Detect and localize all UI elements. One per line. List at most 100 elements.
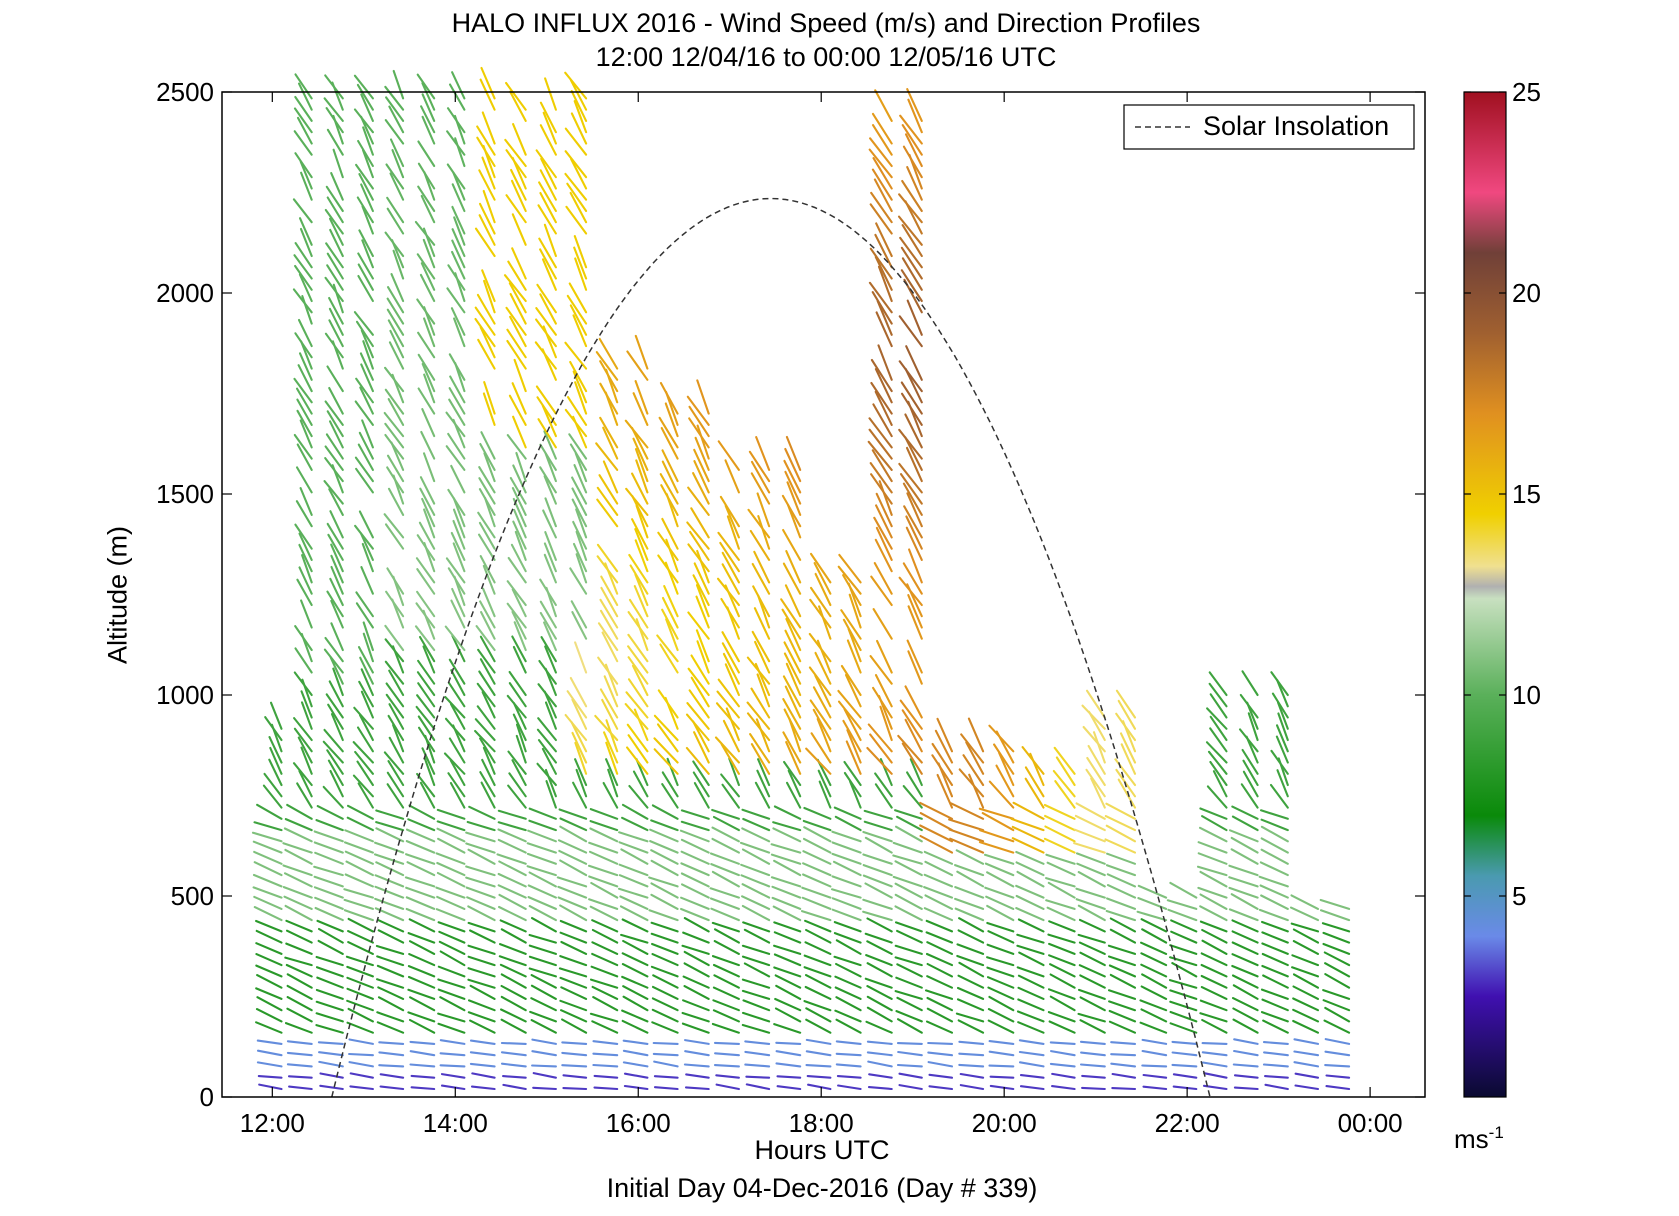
wind-barb	[362, 621, 374, 652]
wind-barb	[683, 950, 710, 967]
wind-barb	[500, 928, 527, 944]
wind-barb	[785, 741, 802, 775]
wind-barb	[834, 1009, 862, 1023]
wind-barb	[808, 632, 832, 663]
wind-barb	[448, 398, 466, 426]
wind-barb	[599, 688, 619, 719]
wind-barb	[714, 736, 740, 764]
wind-barb	[621, 975, 649, 989]
wind-barb	[866, 985, 893, 1000]
wind-barb	[384, 388, 405, 415]
wind-barb	[414, 220, 436, 246]
wind-barb	[596, 543, 619, 573]
wind-barb	[1047, 881, 1076, 899]
wind-barb	[756, 492, 771, 528]
wind-barb	[348, 1038, 374, 1045]
wind-barb	[388, 341, 405, 370]
wind-barb	[573, 100, 588, 134]
wind-barb	[907, 605, 923, 640]
wind-barb	[784, 685, 802, 719]
wind-barb	[502, 1075, 527, 1079]
wind-barb	[625, 691, 649, 719]
wind-barb	[1208, 682, 1228, 708]
wind-barb	[866, 962, 893, 978]
wind-barb	[1228, 886, 1259, 899]
wind-barb	[326, 590, 344, 618]
wind-barb	[435, 852, 466, 865]
wind-barb	[416, 590, 436, 618]
wind-barb	[353, 311, 374, 336]
wind-barb	[422, 645, 436, 674]
wind-barb	[328, 386, 344, 415]
wind-barb	[1324, 962, 1351, 978]
wind-barb	[1011, 825, 1045, 843]
wind-barb	[805, 1018, 832, 1034]
wind-barb	[1322, 942, 1351, 955]
wind-barb	[949, 837, 985, 854]
wind-barb	[323, 648, 344, 674]
wind-barb	[1106, 884, 1137, 899]
wind-barb	[1232, 1063, 1259, 1068]
wind-barb	[298, 543, 313, 573]
wind-barb	[287, 1075, 313, 1079]
wind-barb	[1047, 1011, 1076, 1023]
wind-barb	[692, 472, 710, 505]
wind-barb	[541, 747, 557, 775]
wind-barb	[1078, 918, 1106, 933]
wind-barb	[1321, 922, 1351, 933]
wind-barb	[958, 1052, 985, 1057]
wind-barb	[1015, 861, 1045, 877]
wind-barb	[1081, 1086, 1106, 1091]
wind-barb	[384, 85, 405, 111]
wind-barb	[444, 695, 466, 719]
wind-barb	[620, 933, 649, 944]
wind-barb	[465, 842, 496, 854]
wind-barb	[657, 554, 679, 584]
wind-barb	[683, 962, 710, 978]
wind-barb	[327, 703, 344, 730]
wind-barb	[315, 955, 344, 967]
wind-barb	[593, 1074, 619, 1079]
wind-barb	[1264, 1083, 1289, 1091]
wind-barb	[1104, 815, 1137, 832]
wind-barb	[1110, 1053, 1137, 1057]
wind-barb	[923, 886, 954, 899]
wind-barb	[866, 746, 893, 775]
wind-barb	[782, 562, 802, 595]
wind-barb	[871, 291, 893, 325]
wind-barb	[286, 1063, 313, 1068]
wind-barb	[1259, 809, 1289, 820]
wind-barb	[285, 919, 313, 933]
wind-barb	[1291, 954, 1320, 967]
wind-barb	[927, 1061, 954, 1068]
wind-barb	[537, 717, 557, 742]
wind-barb	[835, 939, 862, 955]
wind-barb	[297, 318, 313, 348]
wind-barb	[928, 1085, 954, 1091]
wind-barb	[684, 1050, 710, 1057]
wind-barb	[447, 681, 466, 708]
wind-barb	[569, 304, 588, 336]
wind-barb	[688, 405, 710, 438]
wind-barb	[985, 895, 1015, 910]
wind-barb	[627, 734, 649, 764]
wind-barb	[744, 1063, 771, 1068]
wind-barb	[569, 567, 588, 595]
wind-barb	[469, 984, 496, 1000]
wind-barb	[957, 1019, 985, 1034]
wind-barb	[284, 956, 313, 967]
x-tick-label: 20:00	[971, 1108, 1037, 1138]
wind-barb	[717, 531, 740, 561]
wind-barb	[686, 395, 710, 426]
wind-barb	[898, 1072, 923, 1079]
wind-barb	[988, 1050, 1015, 1057]
wind-barb	[384, 366, 405, 393]
wind-barb	[588, 850, 619, 865]
wind-barb	[313, 886, 344, 899]
wind-barb	[1047, 933, 1076, 944]
wind-barb	[892, 854, 923, 865]
wind-barb	[803, 966, 832, 978]
wind-barb	[480, 611, 496, 640]
wind-barb	[447, 488, 466, 516]
wind-barb	[436, 861, 466, 877]
